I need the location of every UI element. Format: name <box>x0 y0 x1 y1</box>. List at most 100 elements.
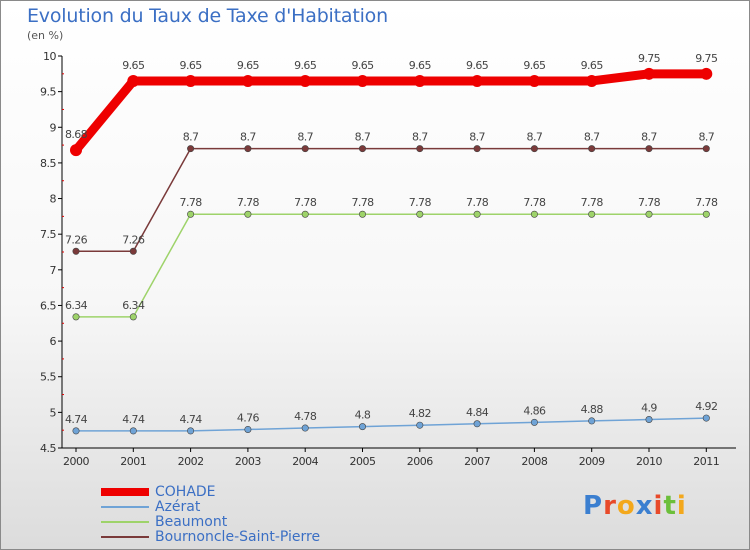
logo-letter: o <box>616 491 636 521</box>
data-point <box>473 420 481 428</box>
data-point <box>643 67 655 80</box>
data-label: 4.9 <box>641 401 657 414</box>
x-tick-label: 2001 <box>120 455 146 468</box>
data-point <box>244 145 252 153</box>
y-tick-label: 10 <box>43 50 56 63</box>
data-label: 7.78 <box>638 196 661 209</box>
data-label: 4.74 <box>122 413 145 426</box>
data-label: 9.65 <box>122 59 145 72</box>
data-label: 7.78 <box>409 196 432 209</box>
y-tick-label: 6.5 <box>40 299 56 312</box>
y-tick-label: 6 <box>50 335 57 348</box>
y-tick-label: 9 <box>50 121 57 134</box>
data-label: 4.92 <box>695 400 717 413</box>
data-point <box>184 74 197 87</box>
data-label: 9.65 <box>466 59 489 72</box>
data-point <box>473 210 481 218</box>
data-point <box>530 418 538 426</box>
data-label: 4.82 <box>409 407 431 420</box>
legend-item: Beaumont <box>101 515 361 530</box>
data-label: 9.65 <box>523 59 546 72</box>
x-tick-label: 2003 <box>235 455 261 468</box>
data-label: 9.65 <box>237 59 260 72</box>
data-point <box>72 247 80 255</box>
data-point <box>473 145 481 153</box>
data-point <box>301 145 309 153</box>
data-point <box>129 313 137 321</box>
data-point <box>301 424 309 432</box>
data-label: 7.78 <box>695 196 718 209</box>
data-point <box>72 427 80 435</box>
data-point <box>301 210 309 218</box>
data-point <box>356 74 369 87</box>
data-point <box>416 145 424 153</box>
legend-swatch <box>101 521 149 523</box>
data-label: 4.78 <box>294 410 317 423</box>
data-label: 6.34 <box>122 299 145 312</box>
data-point <box>588 145 596 153</box>
data-point <box>700 67 713 80</box>
data-point <box>187 210 195 218</box>
data-point <box>585 74 598 87</box>
x-tick-label: 2002 <box>178 455 204 468</box>
y-tick-label: 8.5 <box>40 157 56 170</box>
y-tick-label: 5.5 <box>40 371 56 384</box>
data-label: 8.7 <box>698 131 714 144</box>
data-label: 7.78 <box>294 196 317 209</box>
data-point <box>645 145 653 153</box>
data-label: 7.78 <box>523 196 546 209</box>
data-label: 9.65 <box>409 59 432 72</box>
data-point <box>645 415 653 423</box>
legend-swatch <box>101 488 149 496</box>
data-label: 8.7 <box>584 131 600 144</box>
chart-title: Evolution du Taux de Taxe d'Habitation <box>27 5 388 27</box>
data-label: 7.78 <box>466 196 489 209</box>
data-point <box>244 210 252 218</box>
data-point <box>187 145 195 153</box>
data-label: 9.75 <box>695 52 718 65</box>
series-line-az-rat <box>75 417 708 432</box>
data-label: 7.78 <box>180 196 203 209</box>
data-label: 9.65 <box>180 59 203 72</box>
legend-label: Azérat <box>155 499 201 515</box>
data-label: 8.7 <box>240 131 256 144</box>
y-tick-label: 4.5 <box>40 442 56 455</box>
data-label: 4.88 <box>581 403 604 416</box>
logo-letter: r <box>603 491 617 521</box>
y-tick-label: 9.5 <box>40 86 56 99</box>
logo-letter: i <box>676 491 687 521</box>
data-point <box>187 427 195 435</box>
data-label: 7.78 <box>237 196 260 209</box>
data-point <box>299 74 312 87</box>
x-tick-label: 2006 <box>407 455 433 468</box>
legend-label: COHADE <box>155 484 216 500</box>
data-label: 7.26 <box>122 233 145 246</box>
data-point <box>413 74 426 87</box>
data-point <box>129 427 137 435</box>
data-point <box>416 421 424 429</box>
data-label: 4.84 <box>466 406 489 419</box>
data-label: 8.7 <box>641 131 657 144</box>
data-label: 9.65 <box>351 59 374 72</box>
data-point <box>588 210 596 218</box>
logo-letter: i <box>653 491 664 521</box>
legend-item: Bournoncle-Saint-Pierre <box>101 530 361 545</box>
data-label: 8.7 <box>527 131 543 144</box>
data-label: 8.68 <box>65 128 88 141</box>
data-label: 7.26 <box>65 233 88 246</box>
data-point <box>358 423 366 431</box>
data-point <box>471 74 484 87</box>
data-label: 9.65 <box>294 59 317 72</box>
data-point <box>645 210 653 218</box>
data-point <box>702 414 710 422</box>
data-point <box>72 313 80 321</box>
data-point <box>127 74 140 87</box>
data-label: 8.7 <box>297 131 313 144</box>
y-tick-label: 5 <box>50 406 57 419</box>
data-label: 4.8 <box>355 409 371 422</box>
y-tick-label: 8 <box>50 193 57 206</box>
legend-swatch <box>101 536 149 538</box>
data-point <box>241 74 254 87</box>
data-point <box>358 210 366 218</box>
data-point <box>244 425 252 433</box>
